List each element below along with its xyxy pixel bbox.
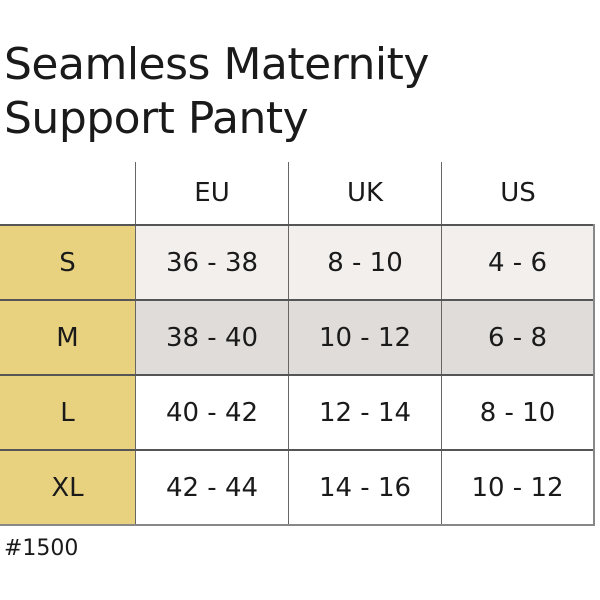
- size-label: S: [0, 224, 136, 300]
- us-value: 6 - 8: [441, 299, 595, 375]
- us-value: 4 - 6: [441, 224, 595, 300]
- table-row: L 40 - 42 12 - 14 8 - 10: [0, 374, 595, 450]
- size-chart-table: EU UK US S 36 - 38 8 - 10 4 - 6 M 38 - 4…: [0, 162, 595, 526]
- eu-value: 36 - 38: [135, 224, 289, 300]
- header-empty: [0, 162, 136, 225]
- eu-value: 42 - 44: [135, 449, 289, 526]
- title-line-1: Seamless Maternity: [4, 39, 429, 90]
- table-row: S 36 - 38 8 - 10 4 - 6: [0, 224, 595, 300]
- size-label: XL: [0, 449, 136, 526]
- title-line-2: Support Panty: [4, 93, 309, 144]
- uk-value: 12 - 14: [288, 374, 442, 450]
- table-row: M 38 - 40 10 - 12 6 - 8: [0, 299, 595, 375]
- header-uk: UK: [288, 162, 442, 225]
- size-label: M: [0, 299, 136, 375]
- us-value: 8 - 10: [441, 374, 595, 450]
- eu-value: 38 - 40: [135, 299, 289, 375]
- page-title: Seamless Maternity Support Panty: [4, 38, 429, 146]
- table-row: XL 42 - 44 14 - 16 10 - 12: [0, 449, 595, 526]
- header-eu: EU: [135, 162, 289, 225]
- uk-value: 10 - 12: [288, 299, 442, 375]
- us-value: 10 - 12: [441, 449, 595, 526]
- uk-value: 8 - 10: [288, 224, 442, 300]
- uk-value: 14 - 16: [288, 449, 442, 526]
- size-label: L: [0, 374, 136, 450]
- header-row: EU UK US: [0, 162, 594, 225]
- header-us: US: [441, 162, 594, 225]
- product-code: #1500: [4, 536, 79, 561]
- eu-value: 40 - 42: [135, 374, 289, 450]
